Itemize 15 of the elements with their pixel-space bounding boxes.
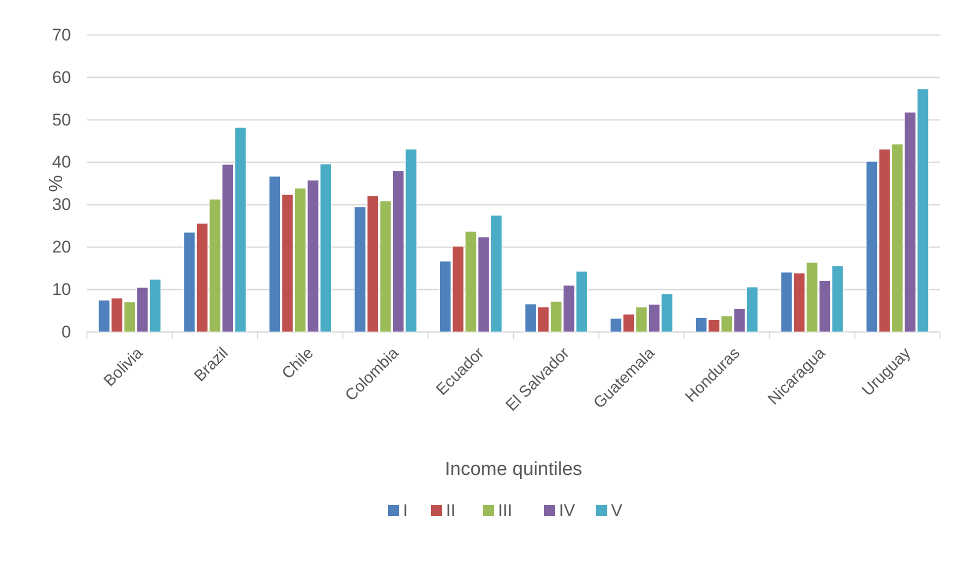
legend-label: III bbox=[498, 501, 512, 520]
x-axis-title: Income quintiles bbox=[444, 459, 582, 480]
y-tick-label: 30 bbox=[52, 195, 71, 214]
y-tick-label: 10 bbox=[52, 280, 71, 300]
legend-label: I bbox=[403, 501, 408, 520]
legend-label: V bbox=[611, 501, 623, 520]
y-tick-label: 50 bbox=[52, 110, 71, 130]
y-tick-label: 70 bbox=[52, 25, 71, 44]
legend-label: IV bbox=[559, 501, 576, 520]
y-tick-label: 40 bbox=[52, 152, 71, 172]
y-tick-label: 20 bbox=[52, 238, 71, 257]
y-tick-label: 60 bbox=[52, 68, 71, 87]
y-tick-label: 0 bbox=[62, 322, 71, 342]
y-axis-title: % bbox=[46, 174, 67, 192]
legend-label: II bbox=[446, 501, 456, 520]
